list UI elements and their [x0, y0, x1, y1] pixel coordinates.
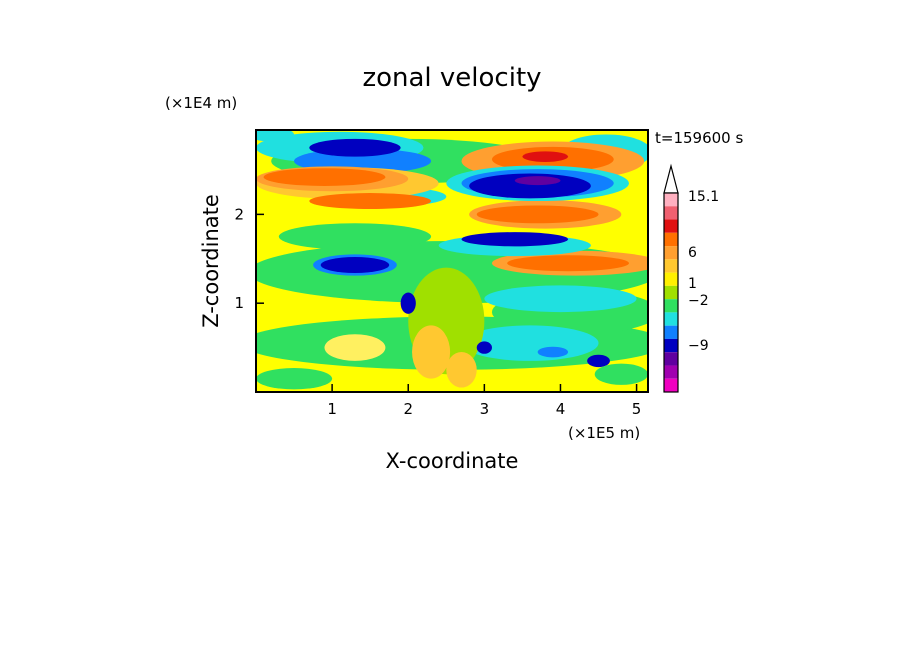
contour-region: [522, 151, 569, 162]
x-tick-label: 2: [403, 400, 413, 418]
x-scale-label: (×1E5 m): [568, 424, 640, 442]
contour-region: [400, 292, 416, 314]
x-axis-label: X-coordinate: [386, 449, 519, 473]
colorbar-label: 15.1: [688, 189, 719, 205]
contour-region: [263, 168, 386, 186]
colorbar-swatch: [664, 325, 678, 339]
contour-region: [320, 257, 390, 273]
time-label: t=159600 s: [655, 129, 743, 147]
contour-region: [256, 368, 333, 390]
colorbar-swatch: [664, 206, 678, 220]
colorbar-swatch: [664, 246, 678, 260]
x-tick-label: 5: [632, 400, 642, 418]
colorbar-swatch: [664, 338, 678, 353]
contour-region: [594, 363, 648, 385]
x-tick-label: 1: [327, 400, 337, 418]
plot-frame: [255, 129, 649, 393]
colorbar-swatch: [664, 272, 678, 286]
contour-region: [309, 193, 432, 210]
colorbar-label: −9: [688, 338, 709, 354]
contour-region: [514, 176, 561, 186]
colorbar-swatch: [664, 378, 678, 392]
contour-region: [476, 205, 599, 224]
colorbar: 15.1 6 1−2 −9: [663, 163, 719, 393]
colorbar-swatch: [664, 219, 678, 233]
contour-region: [324, 334, 386, 361]
y-tick-label: 1: [234, 294, 244, 312]
plot-area: [255, 129, 649, 393]
contour-region: [587, 354, 610, 368]
colorbar-frame: [663, 192, 679, 393]
x-axis: 1 2 3 4 5: [327, 384, 641, 418]
contour-region: [507, 255, 629, 272]
chart-title: zonal velocity: [362, 63, 541, 93]
colorbar-label: −2: [688, 293, 709, 309]
x-tick-label: 4: [556, 400, 566, 418]
contour-region: [309, 138, 401, 157]
contour-region: [412, 325, 451, 379]
y-tick-label: 2: [234, 205, 244, 223]
contour-region: [446, 352, 477, 388]
colorbar-label: 6: [688, 245, 697, 261]
contour-region: [484, 285, 637, 313]
contour-region: [461, 232, 569, 247]
contour-region: [476, 341, 492, 354]
y-axis: 12: [234, 205, 264, 312]
colorbar-arrow: [663, 163, 679, 194]
colorbar-swatch: [664, 285, 678, 300]
colorbar-swatch: [664, 193, 678, 207]
y-axis-label: Z-coordinate: [199, 194, 223, 328]
contour-region: [256, 130, 295, 142]
colorbar-swatch: [664, 312, 678, 326]
y-scale-label: (×1E4 m): [165, 94, 237, 112]
colorbar-swatch: [664, 259, 678, 273]
colorbar-swatch: [664, 232, 678, 247]
colorbar-swatch: [664, 352, 678, 366]
contour-region: [278, 223, 432, 250]
colorbar-swatch: [664, 365, 678, 379]
colorbar-label: 1: [688, 276, 697, 292]
colorbar-swatch: [664, 299, 678, 313]
x-tick-label: 3: [480, 400, 490, 418]
contour-region: [537, 346, 569, 358]
contour-region: [469, 173, 591, 199]
